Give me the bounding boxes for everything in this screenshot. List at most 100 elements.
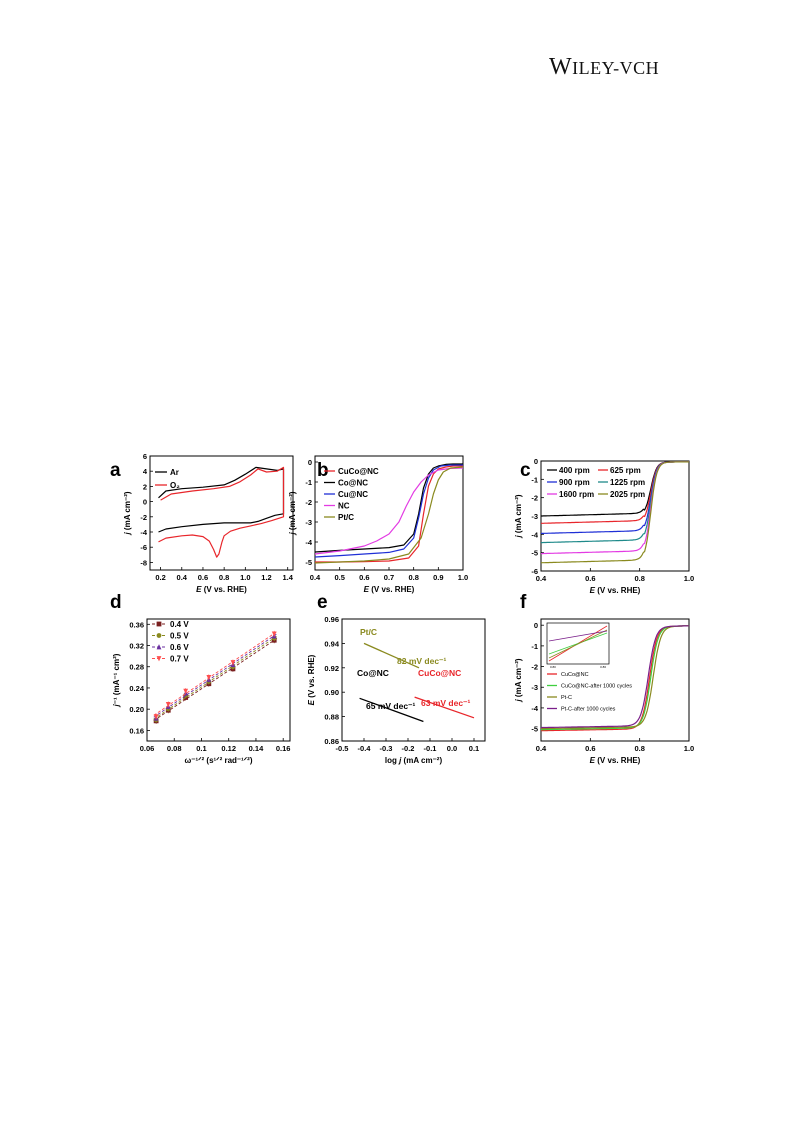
legend-label: Ar [170, 468, 179, 477]
y-tick-label: 0 [308, 458, 312, 467]
y-tick-label: 0.92 [324, 664, 339, 673]
x-tick-label: 0.4 [310, 573, 321, 582]
y-tick-label: 0.94 [324, 639, 339, 648]
y-tick-label: -6 [140, 543, 147, 552]
x-tick-label: 0.06 [140, 744, 155, 753]
legend-label: Pt-C [561, 695, 572, 701]
series-line-o- [158, 466, 285, 558]
y-tick-label: 0 [534, 621, 538, 630]
legend-label: Co@NC [338, 479, 368, 488]
y-tick-label: 4 [143, 467, 148, 476]
legend-label: Pt-C-after 1000 cycles [561, 707, 616, 713]
series-line-pt-c [541, 625, 689, 730]
y-axis-label: j (mA cm⁻²) [123, 491, 132, 535]
data-point [183, 688, 189, 695]
legend-marker [156, 656, 162, 662]
plot-frame [149, 455, 294, 571]
slope-label: 63 mV dec⁻¹ [421, 698, 471, 708]
x-tick-label: 1.2 [261, 573, 271, 582]
x-tick-label: 1.4 [282, 573, 293, 582]
y-tick-label: -4 [140, 528, 147, 537]
x-tick-label: 0.6 [585, 574, 595, 583]
legend-marker [156, 621, 162, 627]
y-tick-label: -2 [531, 494, 538, 503]
x-tick-label: 0.08 [167, 744, 182, 753]
x-tick-label: -0.4 [358, 744, 372, 753]
series-line-2025-rpm [541, 461, 689, 564]
x-tick-label: 0.14 [249, 744, 264, 753]
y-tick-label: -4 [531, 530, 538, 539]
legend-label: Cu@NC [338, 490, 368, 499]
y-tick-label: 0.86 [324, 737, 339, 746]
y-tick-label: 0.24 [129, 684, 144, 693]
x-tick-label: 0.16 [276, 744, 291, 753]
legend-label: O₂ [170, 481, 180, 490]
y-tick-label: -3 [305, 518, 312, 527]
y-tick-label: 2 [143, 482, 147, 491]
y-tick-label: -5 [531, 725, 538, 734]
y-tick-label: 0.96 [324, 615, 339, 624]
x-tick-label: 0.5 [334, 573, 344, 582]
y-tick-label: 0.88 [324, 713, 339, 722]
slope-label: 82 mV dec⁻¹ [397, 656, 447, 666]
y-axis-label: j (mA cm⁻²) [514, 658, 523, 702]
x-tick-label: 0.7 [384, 573, 394, 582]
panel-label-e: e [317, 592, 328, 613]
y-tick-label: -5 [531, 549, 538, 558]
plot-frame [540, 618, 690, 742]
panel-a: a 0.2 0.4 0.6 0.8 1.0 1.2 1.4 -8 -6 -4 -2 0 2 4 6 E (V v… [110, 452, 294, 594]
y-tick-label: -5 [305, 558, 312, 567]
x-axis-label: ω⁻¹ᐟ² (s¹ᐟ² rad⁻¹ᐟ²) [184, 756, 252, 765]
legend-label: 625 rpm [610, 466, 641, 475]
y-axis-label: j⁻¹ (mA⁻¹ cm²) [112, 653, 121, 707]
wiley-vch-logo: WILEY-VCH [549, 54, 660, 80]
legend-label: 400 rpm [559, 466, 590, 475]
x-tick-label: 0.12 [221, 744, 236, 753]
legend-marker [156, 644, 162, 650]
legend-label: 2025 rpm [610, 490, 645, 499]
panel-label-d: d [110, 592, 122, 613]
series-line-pt-c-after-1000-cycles [541, 625, 689, 729]
legend-label: CuCo@NC-after 1000 cycles [561, 684, 632, 690]
panel-label-a: a [110, 460, 121, 481]
x-tick-label: 0.0 [447, 744, 457, 753]
x-tick-label: 0.4 [536, 574, 547, 583]
panel-label-f: f [520, 592, 527, 613]
x-tick-label: 0.6 [359, 573, 369, 582]
x-axis-label: E (V vs. RHE) [196, 585, 247, 594]
series-label-co-nc: Co@NC [357, 668, 389, 678]
legend-label: 0.6 V [170, 643, 189, 652]
inset-x-tick-label: 0.80 [550, 665, 556, 669]
x-axis-label: log j (mA cm⁻²) [385, 756, 443, 765]
y-tick-label: 6 [143, 452, 147, 461]
y-tick-label: 0.36 [129, 620, 144, 629]
tafel-line-cuco-nc [414, 696, 475, 719]
series-label-cuco-nc: CuCo@NC [418, 668, 461, 678]
series-line-co-nc [315, 463, 463, 553]
x-tick-label: 0.8 [219, 573, 229, 582]
y-tick-label: -4 [305, 538, 312, 547]
x-tick-label: 0.6 [585, 744, 595, 753]
panel-label-b: b [317, 460, 329, 481]
inset-line [548, 630, 608, 642]
x-tick-label: 0.4 [177, 573, 188, 582]
y-tick-label: 0.16 [129, 726, 144, 735]
x-axis-label: E (V vs. RHE) [590, 586, 641, 595]
plot-frame [146, 618, 291, 742]
x-tick-label: 0.1 [196, 744, 206, 753]
legend-label: CuCo@NC [561, 672, 589, 678]
data-point [165, 702, 171, 708]
x-tick-label: -0.3 [380, 744, 393, 753]
x-axis-label: E (V vs. RHE) [364, 585, 415, 594]
x-tick-label: -0.2 [402, 744, 415, 753]
x-axis-label: E (V vs. RHE) [590, 756, 641, 765]
x-tick-label: 1.0 [684, 744, 694, 753]
x-tick-label: 0.6 [198, 573, 208, 582]
data-point [230, 660, 236, 666]
x-tick-label: -0.1 [424, 744, 437, 753]
panel-b: b 0.4 0.5 0.6 0.7 0.8 0.9 1.0 0 -1 -2 -3 -4 -5 E (V vs… [288, 455, 468, 594]
y-tick-label: -2 [531, 663, 538, 672]
y-tick-label: -4 [531, 704, 538, 713]
x-tick-label: 1.0 [684, 574, 694, 583]
y-tick-label: 0.32 [129, 642, 144, 651]
